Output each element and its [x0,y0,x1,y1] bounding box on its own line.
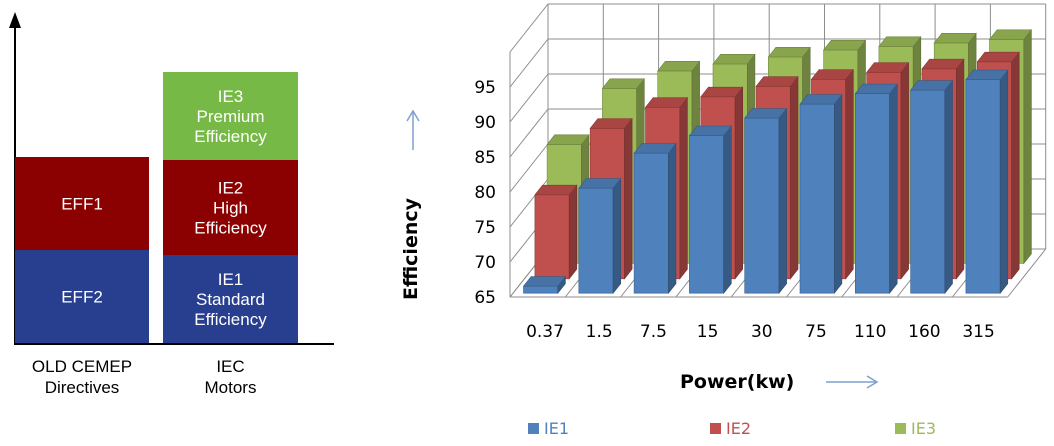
bar-ie1 [854,83,898,295]
x-tick-label: 75 [805,322,827,342]
bar-ie1 [633,142,677,295]
class-box-label: Standard [196,290,265,309]
class-box-fill [163,255,298,343]
x-tick-label: 15 [697,322,719,342]
x-tick-label: 7.5 [640,322,667,342]
grid-line [1007,248,1047,298]
efficiency-class-diagram: EFF2 EFF1 OLD CEMEP Directives IE1 Standard Ef… [0,0,340,441]
x-tick-label: 30 [751,322,773,342]
class-box-label: Efficiency [194,310,267,329]
column-label: OLD CEMEP [32,357,132,376]
class-box-label: IE3 [218,87,244,106]
chart-labels: 65 70 75 80 85 90 95 0.37 1.5 7.5 15 30 75 110 160 315 [474,78,994,342]
x-axis-title: Power(kw) [680,371,794,393]
y-tick-label: 85 [474,148,496,168]
column-label: Directives [45,378,120,397]
y-tick-label: 80 [474,183,496,203]
legend-swatch [895,423,906,434]
grid-line [509,38,549,88]
bar-ie1 [688,125,732,295]
class-box-label: IE2 [218,179,244,198]
y-axis-title: Efficiency [400,197,422,300]
y-axis-arrow-icon [406,109,420,150]
grid-line [509,73,549,123]
y-tick-label: 65 [474,288,496,308]
bar-ie2 [534,184,578,280]
bar-ie1 [578,177,622,295]
y-tick-label: 75 [474,218,496,238]
x-tick-label: 110 [854,322,886,342]
class-box-label: Premium [196,107,264,126]
y-tick-label: 70 [474,253,496,273]
x-axis-arrow-icon [826,375,879,389]
grid-line [509,108,549,158]
class-box-label: High [213,199,248,218]
legend-label: IE1 [544,419,569,438]
class-box-label: Efficiency [194,127,267,146]
class-box-fill [163,160,298,255]
legend-item: IE1 [528,419,569,438]
grid-line [509,143,549,193]
chart-legend: IE1 IE2 IE3 [528,419,936,438]
class-box: EFF2 [15,250,149,343]
legend-label: IE3 [911,419,936,438]
efficiency-chart: 65 70 75 80 85 90 95 0.37 1.5 7.5 15 30 75 110 160 315 … [380,0,1054,441]
bar-ie1 [909,79,954,295]
x-tick-label: 0.37 [526,322,564,342]
legend-item: IE3 [895,419,936,438]
axis-arrowhead-icon [9,12,21,28]
bar-ie1 [744,107,788,295]
x-tick-label: 315 [962,322,994,342]
legend-swatch [710,423,721,434]
legend-swatch [528,423,539,434]
class-box-fill [15,157,149,250]
class-box-fill [15,250,149,343]
class-box-label: IE1 [218,270,244,289]
bar-ie1 [799,93,843,295]
bar-ie1 [522,275,567,295]
class-box-label: EFF1 [61,195,103,214]
legend-label: IE2 [726,419,751,438]
bar-ie1 [965,69,1009,295]
y-tick-label: 95 [474,78,496,98]
y-tick-label: 90 [474,113,496,133]
column-label: IEC [216,357,244,376]
x-tick-label: 160 [908,322,940,342]
legend-item: IE2 [710,419,751,438]
column-label: Motors [205,378,257,397]
class-box-label: Efficiency [194,219,267,238]
grid-line [509,3,549,53]
class-box-label: EFF2 [61,288,103,307]
class-box: EFF1 [15,157,149,250]
x-tick-label: 1.5 [586,322,613,342]
chart-bars [522,28,1033,295]
class-box-fill [163,72,298,160]
